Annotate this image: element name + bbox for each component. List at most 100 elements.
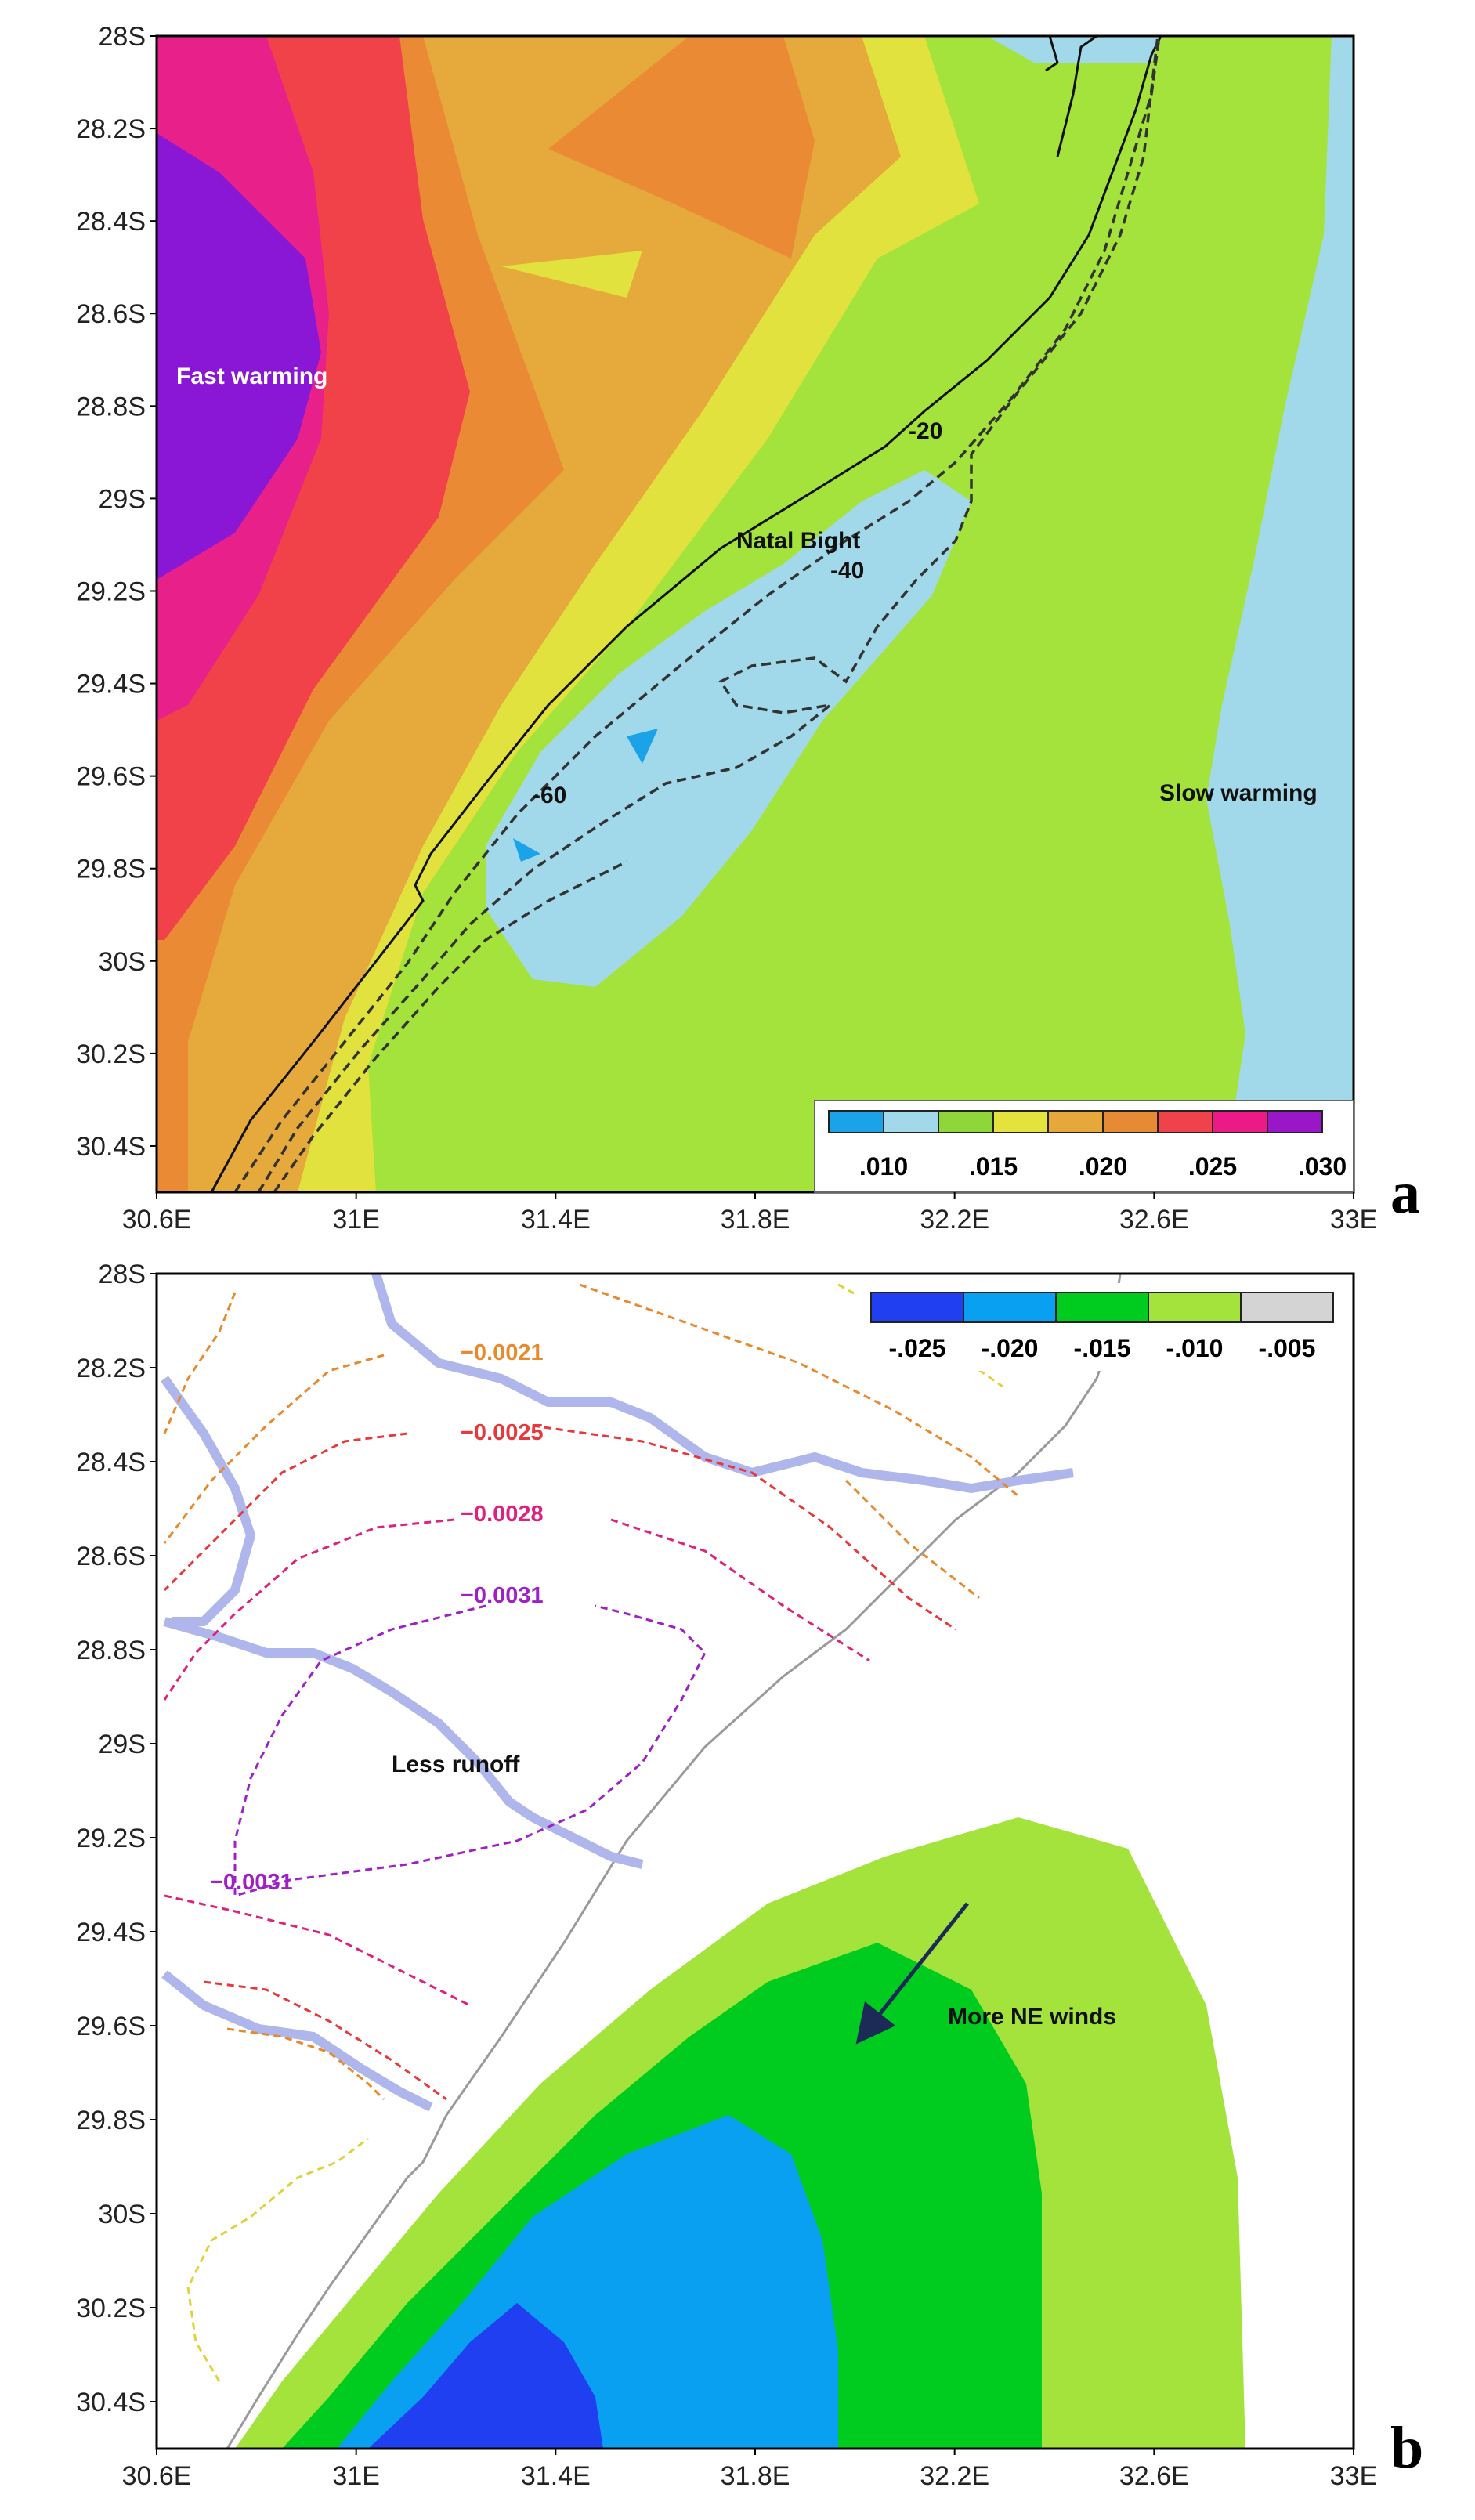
field-natal-bight <box>486 470 971 987</box>
legend-b-label: -.015 <box>1074 1334 1131 1362</box>
isoline-red-lower <box>203 1980 447 2101</box>
lat-tick-label: 29.8S <box>76 855 146 884</box>
legend-b-label: -.010 <box>1166 1334 1224 1362</box>
lon-tick-label: 30.6E <box>122 2461 192 2491</box>
field-ne-lightblue <box>987 36 1159 63</box>
contour-label-0031-bottom: −0.0031 <box>210 1870 293 1895</box>
field-yellow-patch <box>501 251 642 298</box>
field-blue-dot-1 <box>627 729 658 764</box>
panel-b-lon-axis: 30.6E 31E 31.4E 31.8E 32.2E 32.6E 33E <box>122 2449 1378 2491</box>
lon-tick-label: 31E <box>332 2461 380 2491</box>
river-4 <box>161 1970 433 2112</box>
field-b-darkblue <box>368 2303 603 2449</box>
annotation-less-runoff: Less runoff <box>392 1752 520 1777</box>
legend-b: -.025 -.020 -.015 -.010 -.005 <box>854 1283 1346 1371</box>
field-east-lightblue <box>1206 36 1354 1192</box>
lon-tick-label: 31.4E <box>521 2461 591 2491</box>
legend-a-swatch <box>828 1110 884 1133</box>
legend-a-swatch <box>1212 1110 1268 1133</box>
lon-tick-label: 31.8E <box>721 2461 790 2491</box>
isoline-orange-lower <box>226 2027 385 2101</box>
isoline-red-2 <box>532 1424 956 1631</box>
coastline-b <box>226 1274 1122 2449</box>
panel-b: −0.0021 −0.0025 −0.0028 −0.0031 −0.0031 … <box>76 1260 1423 2491</box>
depth-label-40: -40 <box>830 558 864 584</box>
lon-tick-label: 31.4E <box>521 1205 591 1235</box>
legend-a-label: .010 <box>859 1152 908 1180</box>
isoline-purple <box>233 1604 707 1897</box>
legend-a-label: .020 <box>1079 1152 1127 1180</box>
legend-b-label: -.005 <box>1259 1334 1316 1362</box>
river-3 <box>163 1617 644 1869</box>
lat-tick-label: 29.4S <box>76 670 146 700</box>
annotation-slow-warming: Slow warming <box>1159 780 1318 806</box>
lat-tick-label: 29.2S <box>76 1824 146 1853</box>
panel-b-lat-axis: 28S 28.2S 28.4S 28.6S 28.8S 29S 29.2S 29.4S 29.6… <box>76 1260 157 2417</box>
lon-tick-label: 32.6E <box>1119 1205 1189 1235</box>
legend-a-swatch <box>1267 1110 1323 1133</box>
legend-a: .010 .015 .020 .025 .030 <box>814 1100 1354 1193</box>
isoline-red <box>163 1432 408 1592</box>
lat-tick-label: 29.4S <box>76 1918 146 1947</box>
legend-a-swatch <box>992 1110 1049 1133</box>
isoline-magenta-lower <box>164 1894 471 2007</box>
ne-wind-arrow <box>855 1902 969 2045</box>
rivers <box>161 1274 1074 2112</box>
legend-b-label: -.025 <box>889 1334 946 1362</box>
depth-contour-40 <box>257 36 1159 1192</box>
legend-b-swatch <box>1240 1292 1334 1323</box>
lat-tick-label: 29.6S <box>76 762 146 792</box>
legend-b-swatch <box>1148 1292 1242 1323</box>
river-1 <box>371 1274 1074 1493</box>
annotation-fast-warming: Fast warming <box>176 363 327 389</box>
lat-tick-label: 29S <box>99 1730 146 1759</box>
river-2 <box>161 1376 255 1626</box>
lat-tick-label: 30.4S <box>76 1132 146 1162</box>
lat-tick-label: 28.6S <box>76 1542 146 1571</box>
isoline-orange-top <box>579 1283 1019 1498</box>
annotation-more-ne-winds: More NE winds <box>948 2004 1116 2030</box>
lon-tick-label: 33E <box>1330 1205 1378 1235</box>
legend-b-label: -.020 <box>982 1334 1039 1362</box>
lat-tick-label: 28.6S <box>76 299 146 329</box>
legend-b-swatch <box>963 1292 1057 1323</box>
legend-a-label: .015 <box>969 1152 1018 1180</box>
lon-tick-label: 33E <box>1330 2461 1378 2491</box>
panel-a-field <box>157 36 1354 1192</box>
legend-a-swatch <box>938 1110 994 1133</box>
lat-tick-label: 28.4S <box>76 207 146 237</box>
depth-contour-60 <box>273 860 627 1192</box>
lat-tick-label: 28.8S <box>76 1636 146 1665</box>
lat-tick-label: 30.2S <box>76 2294 146 2323</box>
lat-tick-label: 29.6S <box>76 2012 146 2041</box>
contour-label-0021: −0.0021 <box>461 1340 544 1365</box>
panel-letter-a: a <box>1390 1160 1420 1226</box>
lat-tick-label: 30S <box>99 947 146 977</box>
lon-tick-label: 31.8E <box>721 1205 790 1235</box>
lat-tick-label: 30S <box>99 2200 146 2229</box>
legend-a-label: .025 <box>1188 1152 1237 1180</box>
lon-tick-label: 32.2E <box>920 2461 989 2491</box>
lon-tick-label: 30.6E <box>122 1205 192 1235</box>
legend-b-swatch <box>1055 1292 1149 1323</box>
isolines <box>163 1283 1019 2382</box>
panel-letter-b: b <box>1390 2415 1423 2481</box>
field-orange-top <box>548 36 815 259</box>
panel-a: Fast warming Slow warming Natal Bight -2… <box>76 22 1420 1235</box>
lat-tick-label: 30.2S <box>76 1039 146 1069</box>
legend-a-label: .030 <box>1298 1152 1347 1180</box>
contour-label-0031-top: −0.0031 <box>461 1583 544 1608</box>
isoline-magenta <box>163 1518 455 1701</box>
annotation-natal-bight: Natal Bight <box>736 528 860 554</box>
coast-inlet <box>1045 36 1097 157</box>
legend-b-swatch <box>870 1292 964 1323</box>
contour-label-0028: −0.0028 <box>461 1502 544 1527</box>
isoline-yellow-lower <box>186 2137 369 2382</box>
lon-tick-label: 32.2E <box>920 1205 989 1235</box>
coastline-a <box>210 36 1162 1192</box>
lat-tick-label: 29.8S <box>76 2106 146 2135</box>
legend-a-swatch <box>883 1110 939 1133</box>
legend-a-swatch <box>1047 1110 1104 1133</box>
panel-a-lon-axis: 30.6E 31E 31.4E 31.8E 32.2E 32.6E 33E <box>122 1192 1378 1235</box>
